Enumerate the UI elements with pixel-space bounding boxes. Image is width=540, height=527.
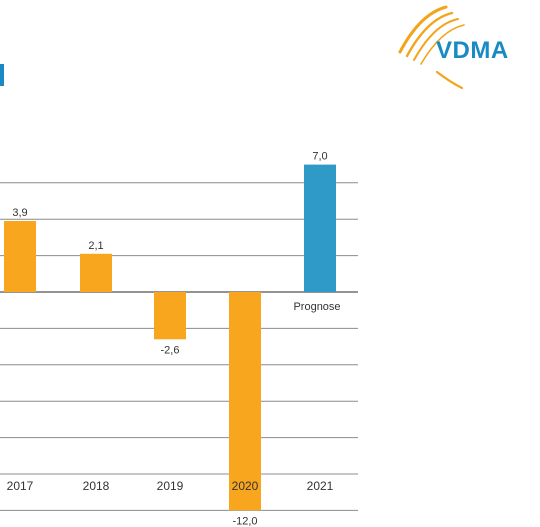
bars [4,164,336,511]
data-label-2021: 7,0 [312,151,327,163]
bar-2020 [229,292,261,511]
x-tick-2017: 2017 [7,479,34,493]
data-label-2018: 2,1 [88,240,103,252]
logo-swoosh-icon [398,5,465,90]
bar-2017 [4,221,36,292]
data-label-2020: -12,0 [232,515,257,527]
x-tick-2020: 2020 [232,479,259,493]
bar-2021 [304,164,336,292]
forecast-label: Prognose [293,301,340,313]
x-tick-2018: 2018 [83,479,110,493]
data-label-2019: -2,6 [161,344,180,356]
data-label-2017: 3,9 [12,207,27,219]
cut-off-title-fragment [0,64,4,86]
x-tick-2019: 2019 [157,479,184,493]
bar-2018 [80,253,112,292]
bar-2019 [154,292,186,340]
vdma-logo: VDMA [398,5,509,90]
logo-text: VDMA [436,37,509,64]
x-tick-labels: 2017 2018 2019 2020 2021 [7,479,334,493]
x-tick-2021: 2021 [307,479,334,493]
data-labels: 3,9 2,1 -2,6 -12,0 7,0 Prognose [12,151,340,527]
gridlines [0,182,358,511]
